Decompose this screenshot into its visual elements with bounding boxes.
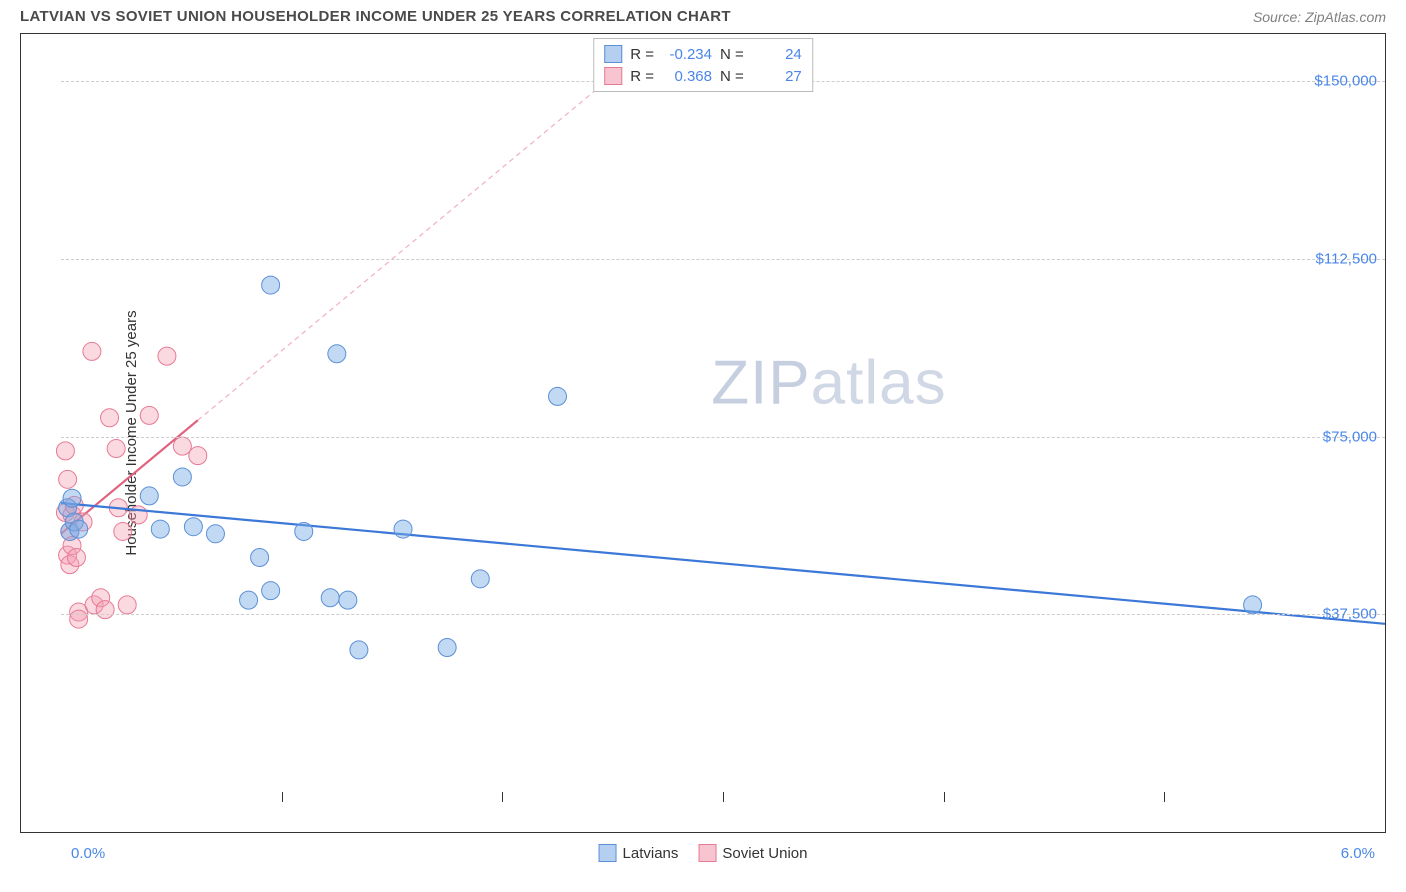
data-point — [107, 440, 125, 458]
data-point — [438, 639, 456, 657]
corr-r-label-0: R = — [630, 46, 654, 63]
legend-swatch-0 — [599, 844, 617, 862]
data-point — [83, 342, 101, 360]
data-point — [101, 409, 119, 427]
chart-container: Householder Income Under 25 years ZIPatl… — [20, 33, 1386, 833]
data-point — [173, 437, 191, 455]
data-point — [240, 591, 258, 609]
y-tick-label: $112,500 — [1316, 251, 1377, 268]
corr-r-label-1: R = — [630, 68, 654, 85]
chart-source: Source: ZipAtlas.com — [1253, 9, 1386, 25]
legend-item-0: Latvians — [599, 844, 679, 862]
gridline-h — [61, 614, 1385, 615]
corr-row-0: R = -0.234 N = 24 — [604, 43, 802, 65]
data-point — [189, 447, 207, 465]
corr-row-1: R = 0.368 N = 27 — [604, 65, 802, 87]
data-point — [158, 347, 176, 365]
data-point — [251, 548, 269, 566]
chart-title: LATVIAN VS SOVIET UNION HOUSEHOLDER INCO… — [20, 8, 731, 25]
data-point — [151, 520, 169, 538]
x-tick — [502, 792, 503, 802]
legend-label-0: Latvians — [623, 845, 679, 862]
data-point — [140, 487, 158, 505]
corr-swatch-0 — [604, 45, 622, 63]
data-point — [262, 582, 280, 600]
data-point — [67, 548, 85, 566]
x-tick — [1385, 792, 1386, 802]
legend-label-1: Soviet Union — [722, 845, 807, 862]
corr-r-val-0: -0.234 — [662, 46, 712, 63]
data-point — [59, 470, 77, 488]
data-point — [70, 520, 88, 538]
data-point — [328, 345, 346, 363]
corr-r-val-1: 0.368 — [662, 68, 712, 85]
data-point — [173, 468, 191, 486]
corr-n-label-1: N = — [720, 68, 744, 85]
x-tick — [282, 792, 283, 802]
x-tick — [1164, 792, 1165, 802]
x-axis-min-label: 0.0% — [71, 845, 105, 862]
plot-svg — [61, 34, 1385, 792]
y-tick-label: $75,000 — [1323, 428, 1377, 445]
data-point — [184, 518, 202, 536]
data-point — [96, 601, 114, 619]
data-point — [321, 589, 339, 607]
data-point — [63, 489, 81, 507]
y-tick-label: $150,000 — [1314, 73, 1377, 90]
data-point — [118, 596, 136, 614]
data-point — [471, 570, 489, 588]
corr-n-label-0: N = — [720, 46, 744, 63]
data-point — [206, 525, 224, 543]
data-point — [140, 406, 158, 424]
legend: Latvians Soviet Union — [599, 844, 808, 862]
legend-item-1: Soviet Union — [698, 844, 807, 862]
gridline-h — [61, 437, 1385, 438]
x-tick — [723, 792, 724, 802]
correlation-box: R = -0.234 N = 24 R = 0.368 N = 27 — [593, 38, 813, 92]
data-point — [295, 522, 313, 540]
gridline-h — [61, 259, 1385, 260]
y-tick-label: $37,500 — [1323, 606, 1377, 623]
x-axis-max-label: 6.0% — [1341, 845, 1375, 862]
x-tick — [944, 792, 945, 802]
data-point — [350, 641, 368, 659]
data-point — [549, 387, 567, 405]
data-point — [262, 276, 280, 294]
regression-line-dash — [198, 58, 635, 421]
corr-swatch-1 — [604, 67, 622, 85]
data-point — [114, 522, 132, 540]
data-point — [56, 442, 74, 460]
data-point — [339, 591, 357, 609]
data-point — [70, 610, 88, 628]
corr-n-val-0: 24 — [752, 46, 802, 63]
data-point — [1244, 596, 1262, 614]
chart-header: LATVIAN VS SOVIET UNION HOUSEHOLDER INCO… — [0, 0, 1406, 29]
plot-area: ZIPatlas $37,500$75,000$112,500$150,000 — [61, 34, 1385, 792]
data-point — [394, 520, 412, 538]
corr-n-val-1: 27 — [752, 68, 802, 85]
legend-swatch-1 — [698, 844, 716, 862]
